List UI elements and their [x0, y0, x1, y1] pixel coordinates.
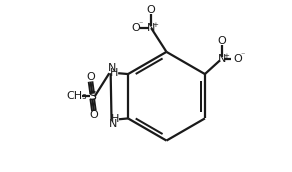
Text: O: O [233, 54, 242, 64]
Text: N: N [108, 63, 117, 73]
Text: ⁻: ⁻ [241, 50, 245, 60]
Text: O: O [131, 23, 140, 33]
Text: O: O [90, 110, 98, 120]
Text: ⁻: ⁻ [139, 20, 143, 29]
Text: CH₃: CH₃ [67, 91, 87, 101]
Text: O: O [86, 72, 95, 82]
Text: O: O [218, 36, 226, 46]
Text: O: O [147, 5, 156, 15]
Text: +: + [223, 53, 229, 59]
Text: N: N [218, 54, 226, 64]
Text: N: N [147, 23, 155, 33]
Text: N: N [109, 119, 117, 129]
Text: S: S [88, 90, 96, 103]
Text: H: H [110, 68, 119, 78]
Text: H: H [111, 114, 119, 124]
Text: +: + [152, 22, 158, 28]
